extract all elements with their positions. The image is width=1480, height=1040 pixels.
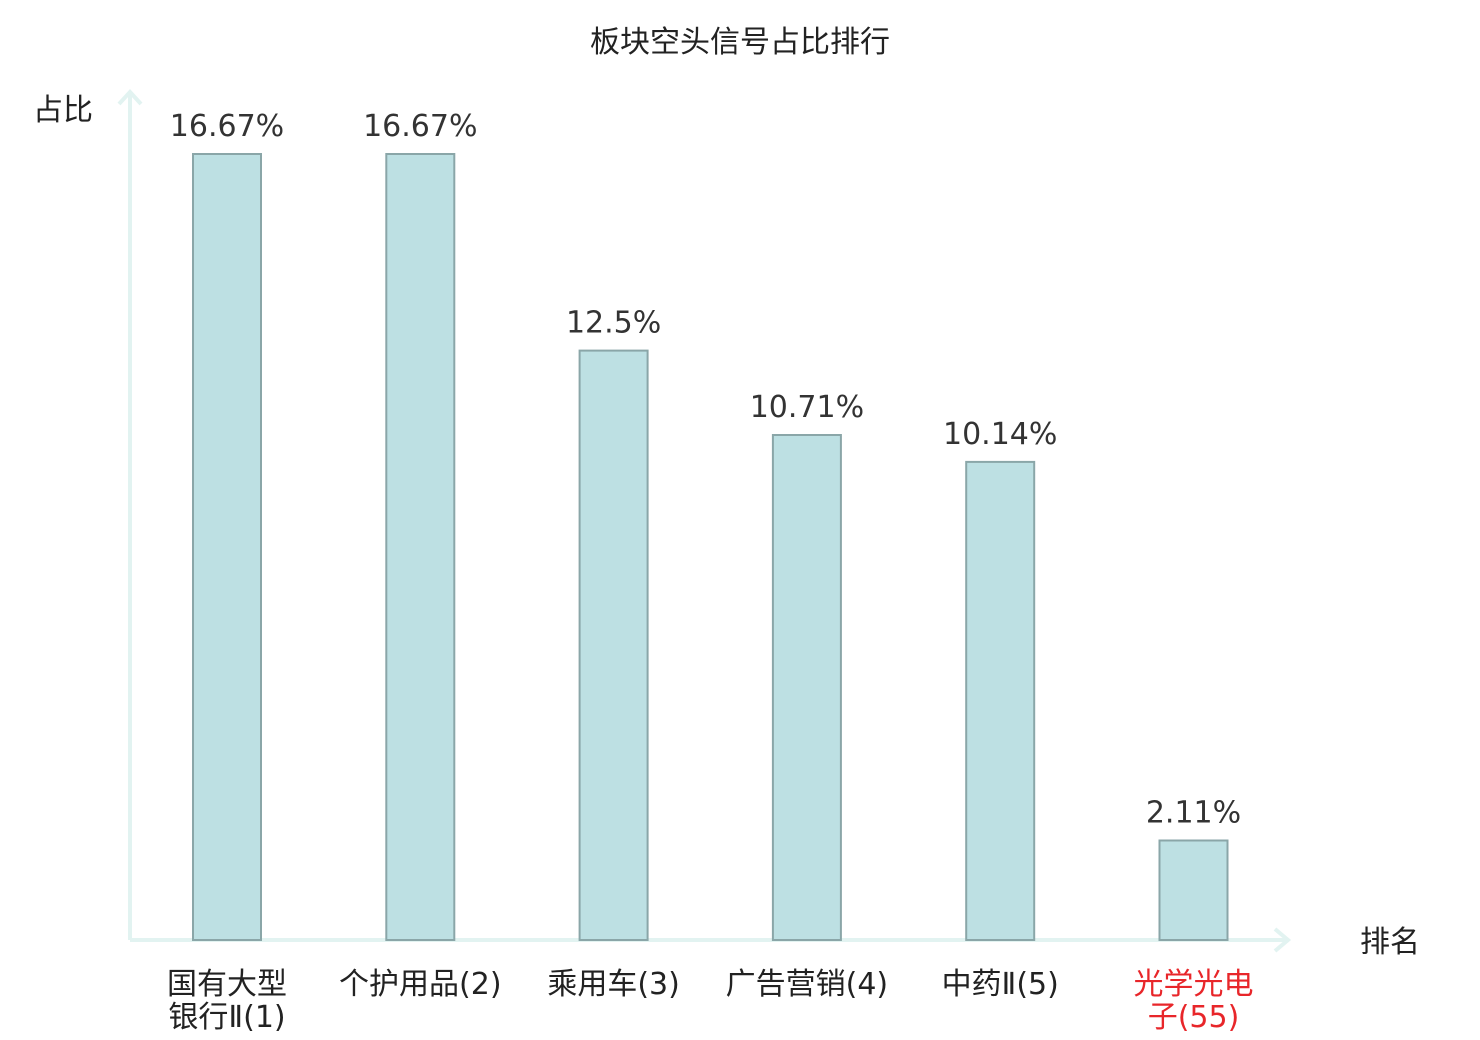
bar-group [192,153,1229,942]
value-label-1: 16.67% [170,109,284,144]
category-label-2: 个护用品(2) [339,967,502,1002]
value-label-2: 16.67% [363,109,477,144]
y-axis [117,89,143,940]
value-label-3: 12.5% [566,306,661,341]
category-label-3: 乘用车(3) [547,967,680,1002]
chart-title: 板块空头信号占比排行 [590,25,890,60]
value-label-6: 2.11% [1146,796,1241,831]
bar-1 [192,153,262,941]
x-axis-arrow [1273,927,1292,953]
category-label-group: 国有大型银行Ⅱ(1) 个护用品(2) 乘用车(3) 广告营销(4) 中药Ⅱ(5) 光学光电… [167,967,1254,1035]
bar-6 [1158,839,1229,941]
bar-3 [578,349,649,942]
bar-4 [771,434,842,941]
category-label-6: 光学光电子(55) [1134,967,1254,1035]
category-label-5: 中药Ⅱ(5) [942,967,1059,1002]
x-axis [130,927,1292,953]
x-axis-label: 排名 [1360,925,1420,960]
y-axis-arrow [117,89,143,106]
bar-5 [965,460,1036,941]
value-label-5: 10.14% [943,417,1057,452]
y-axis-label: 占比 [33,93,93,128]
value-label-4: 10.71% [750,390,864,425]
category-label-1: 国有大型银行Ⅱ(1) [167,967,287,1035]
category-label-4: 广告营销(4) [726,967,889,1002]
bar-2 [385,153,456,941]
value-label-group: 16.67% 16.67% 12.5% 10.71% 10.14% 2.11% [170,109,1241,831]
